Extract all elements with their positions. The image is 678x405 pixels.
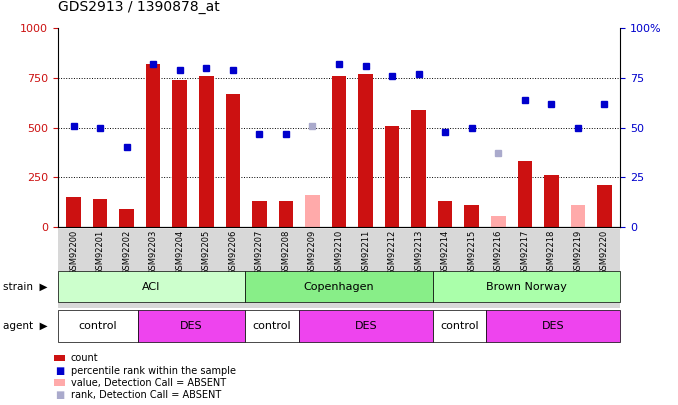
Bar: [464, 205, 479, 227]
Bar: [358, 74, 373, 227]
Bar: [252, 201, 266, 227]
Text: DES: DES: [355, 321, 377, 331]
Bar: [544, 175, 559, 227]
Text: agent  ▶: agent ▶: [3, 321, 47, 331]
Bar: [172, 80, 187, 227]
Text: rank, Detection Call = ABSENT: rank, Detection Call = ABSENT: [71, 390, 221, 400]
Bar: [66, 197, 81, 227]
Text: ■: ■: [55, 390, 64, 400]
Text: DES: DES: [542, 321, 565, 331]
Bar: [412, 110, 426, 227]
Text: control: control: [253, 321, 292, 331]
Bar: [517, 161, 532, 227]
Bar: [146, 64, 161, 227]
Bar: [438, 201, 452, 227]
Bar: [119, 209, 134, 227]
Text: count: count: [71, 354, 98, 363]
Text: Copenhagen: Copenhagen: [304, 281, 374, 292]
Text: control: control: [440, 321, 479, 331]
Text: Brown Norway: Brown Norway: [486, 281, 567, 292]
Text: control: control: [79, 321, 117, 331]
Bar: [305, 195, 320, 227]
Bar: [199, 76, 214, 227]
Bar: [491, 216, 506, 227]
Bar: [597, 185, 612, 227]
Bar: [93, 199, 107, 227]
Text: ■: ■: [55, 366, 64, 375]
Bar: [226, 94, 240, 227]
Text: percentile rank within the sample: percentile rank within the sample: [71, 366, 235, 375]
Text: strain  ▶: strain ▶: [3, 281, 47, 292]
Text: ACI: ACI: [142, 281, 161, 292]
Bar: [279, 201, 293, 227]
Bar: [332, 76, 346, 227]
Bar: [571, 205, 585, 227]
Text: DES: DES: [180, 321, 203, 331]
Bar: [385, 126, 399, 227]
Text: value, Detection Call = ABSENT: value, Detection Call = ABSENT: [71, 378, 226, 388]
Text: GDS2913 / 1390878_at: GDS2913 / 1390878_at: [58, 0, 220, 14]
